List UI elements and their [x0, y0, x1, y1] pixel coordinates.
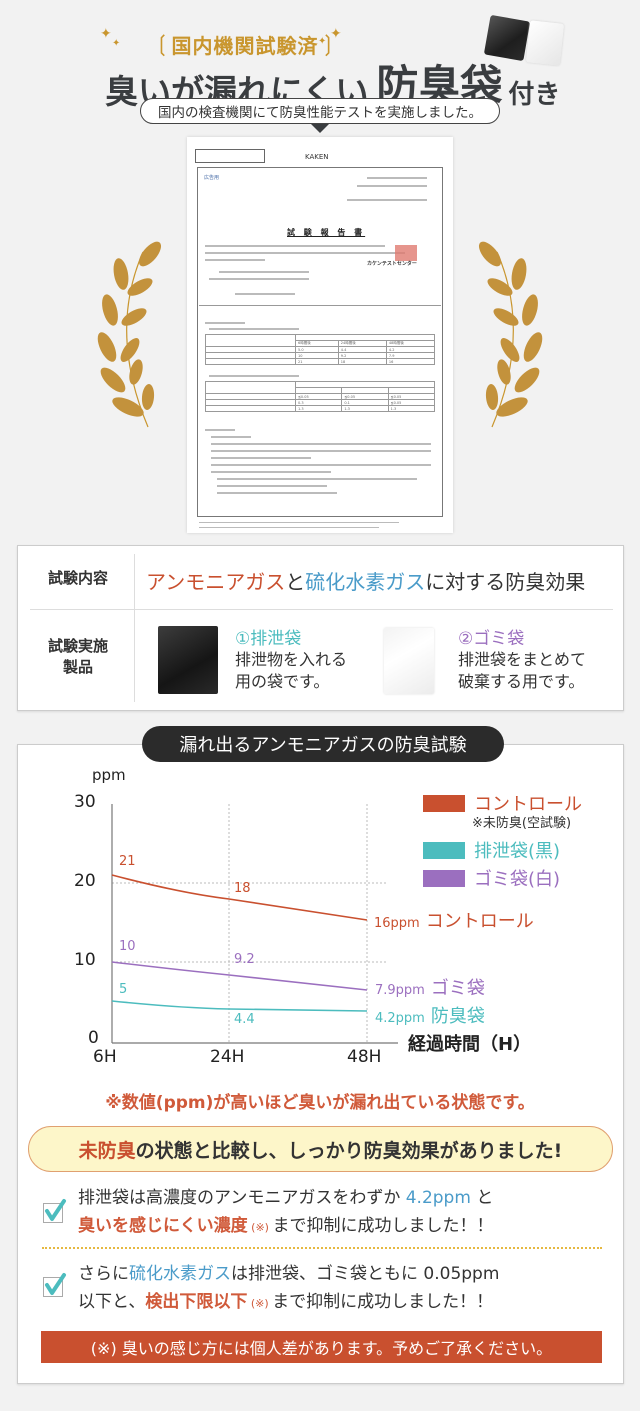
ad-mark: 広告用: [204, 175, 220, 181]
product1-title: ①排泄袋: [235, 629, 302, 649]
document-frame: [197, 167, 443, 517]
x-tick-48h: 48H: [347, 1047, 382, 1067]
subtitle-text: 国内の検査機関にて防臭性能テストを実施しました。: [158, 105, 482, 121]
down-arrow-icon: [311, 124, 329, 133]
data-label-control-24h: 18: [234, 881, 251, 896]
y-tick-10: 10: [74, 950, 96, 970]
laurel-right-icon: [478, 241, 543, 428]
y-tick-0: 0: [88, 1028, 99, 1048]
legend-note: ※未防臭(空試験): [472, 816, 572, 831]
legend-item-control: コントロール: [423, 790, 582, 816]
product1-description: 排泄物を入れる 用の袋です。: [235, 650, 348, 691]
subtitle-pill: 国内の検査機関にて防臭性能テストを実施しました。: [140, 98, 500, 124]
product2-description: 排泄袋をまとめて 破棄する用です。: [458, 650, 587, 691]
end-label-excretion: 4.2ppm 防臭袋: [375, 1006, 485, 1027]
ppm-note: ※数値(ppm)が高いほど臭いが漏れ出ている状態です。: [105, 1093, 535, 1113]
legend-swatch: [423, 869, 465, 887]
row-divider: [30, 609, 613, 610]
end-label-control: 16ppm コントロール: [374, 911, 534, 932]
test-report-document: KAKEN 広告用 試 験 報 告 書 カケンテストセンター 6時間後 24時間後…: [187, 137, 453, 533]
document-org: カケンテストセンター: [367, 261, 417, 267]
dotted-divider: [42, 1247, 602, 1249]
legend-item-garbage-bag: ゴミ袋(白): [423, 865, 560, 891]
checkbox-checked-icon: [43, 1199, 66, 1223]
check-item-1: 排泄袋は高濃度のアンモニアガスをわずか 4.2ppm と 臭いを感じにくい濃度 …: [78, 1188, 494, 1236]
chart-panel: [17, 744, 624, 1384]
disclaimer-banner: (※) 臭いの感じ方には個人差があります。予めご了承ください。: [41, 1331, 602, 1363]
excretion-bag-image: [158, 626, 218, 694]
y-axis-label: ppm: [92, 766, 126, 784]
legend-swatch: [423, 841, 465, 859]
sparkle-icon: ✦: [100, 26, 112, 42]
product2-title: ②ゴミ袋: [458, 629, 525, 649]
x-tick-6h: 6H: [93, 1047, 117, 1067]
tested-products-label: 試験実施 製品: [47, 637, 108, 676]
document-title: 試 験 報 告 書: [287, 228, 366, 237]
checkbox-checked-icon: [43, 1273, 66, 1297]
test-content-text: アンモニアガスと硫化水素ガスに対する防臭効果: [146, 570, 586, 594]
sparkle-icon: ✦: [330, 26, 342, 42]
x-axis-label: 経過時間（H）: [408, 1034, 532, 1055]
h2s-results-table: ≦0.05 ≦0.05 ≦0.05 0.3 0.1 ≦0.05 1.3 1.3 1.3: [205, 381, 436, 412]
ammonia-results-table: 6時間後 24時間後 48時間後 5.0 4.4 4.2 10 9.2 7.9 21 18 16: [205, 334, 436, 365]
column-divider: [134, 554, 135, 702]
garbage-bag-image: [384, 628, 434, 694]
end-label-garbage: 7.9ppm ゴミ袋: [375, 978, 485, 999]
badge-text: 国内機関試験済: [171, 33, 319, 58]
laurel-left-icon: [97, 241, 162, 428]
data-label-garbage-24h: 9.2: [234, 952, 255, 967]
result-callout: 未防臭 の状態と比較し、しっかり防臭効果がありました!: [28, 1126, 613, 1172]
x-tick-24h: 24H: [210, 1047, 245, 1067]
test-content-label: 試験内容: [47, 569, 108, 587]
y-tick-20: 20: [74, 871, 96, 891]
certification-badge: ❲ 国内機関試験済 ❳: [95, 26, 395, 62]
seal-stamp: [395, 245, 417, 261]
laurel-left-icon: ❲: [153, 31, 172, 57]
data-label-control-6h: 21: [119, 854, 136, 869]
legend-item-excretion-bag: 排泄袋(黒): [423, 837, 560, 863]
data-label-garbage-6h: 10: [119, 939, 136, 954]
check-item-2: さらに硫化水素ガスは排泄袋、ゴミ袋ともに 0.05ppm 以下と、検出下限以下 …: [78, 1264, 500, 1312]
test-info-panel: 試験内容 アンモニアガスと硫化水素ガスに対する防臭効果 試験実施 製品 ①排泄袋…: [17, 545, 624, 711]
sparkle-icon: ✦: [112, 38, 121, 49]
issuer-logo: KAKEN: [305, 153, 329, 161]
data-label-excretion-24h: 4.4: [234, 1012, 255, 1027]
chart-title: 漏れ出るアンモニアガスの防臭試験: [142, 726, 504, 762]
y-tick-30: 30: [74, 792, 96, 812]
legend-swatch: [423, 794, 465, 812]
sparkle-icon: ✦: [318, 36, 327, 47]
data-label-excretion-6h: 5: [119, 982, 128, 997]
headline-part3: 付き: [508, 80, 561, 110]
laurel-right-icon: ❳: [318, 31, 337, 57]
document-stamp-box: [195, 149, 265, 163]
